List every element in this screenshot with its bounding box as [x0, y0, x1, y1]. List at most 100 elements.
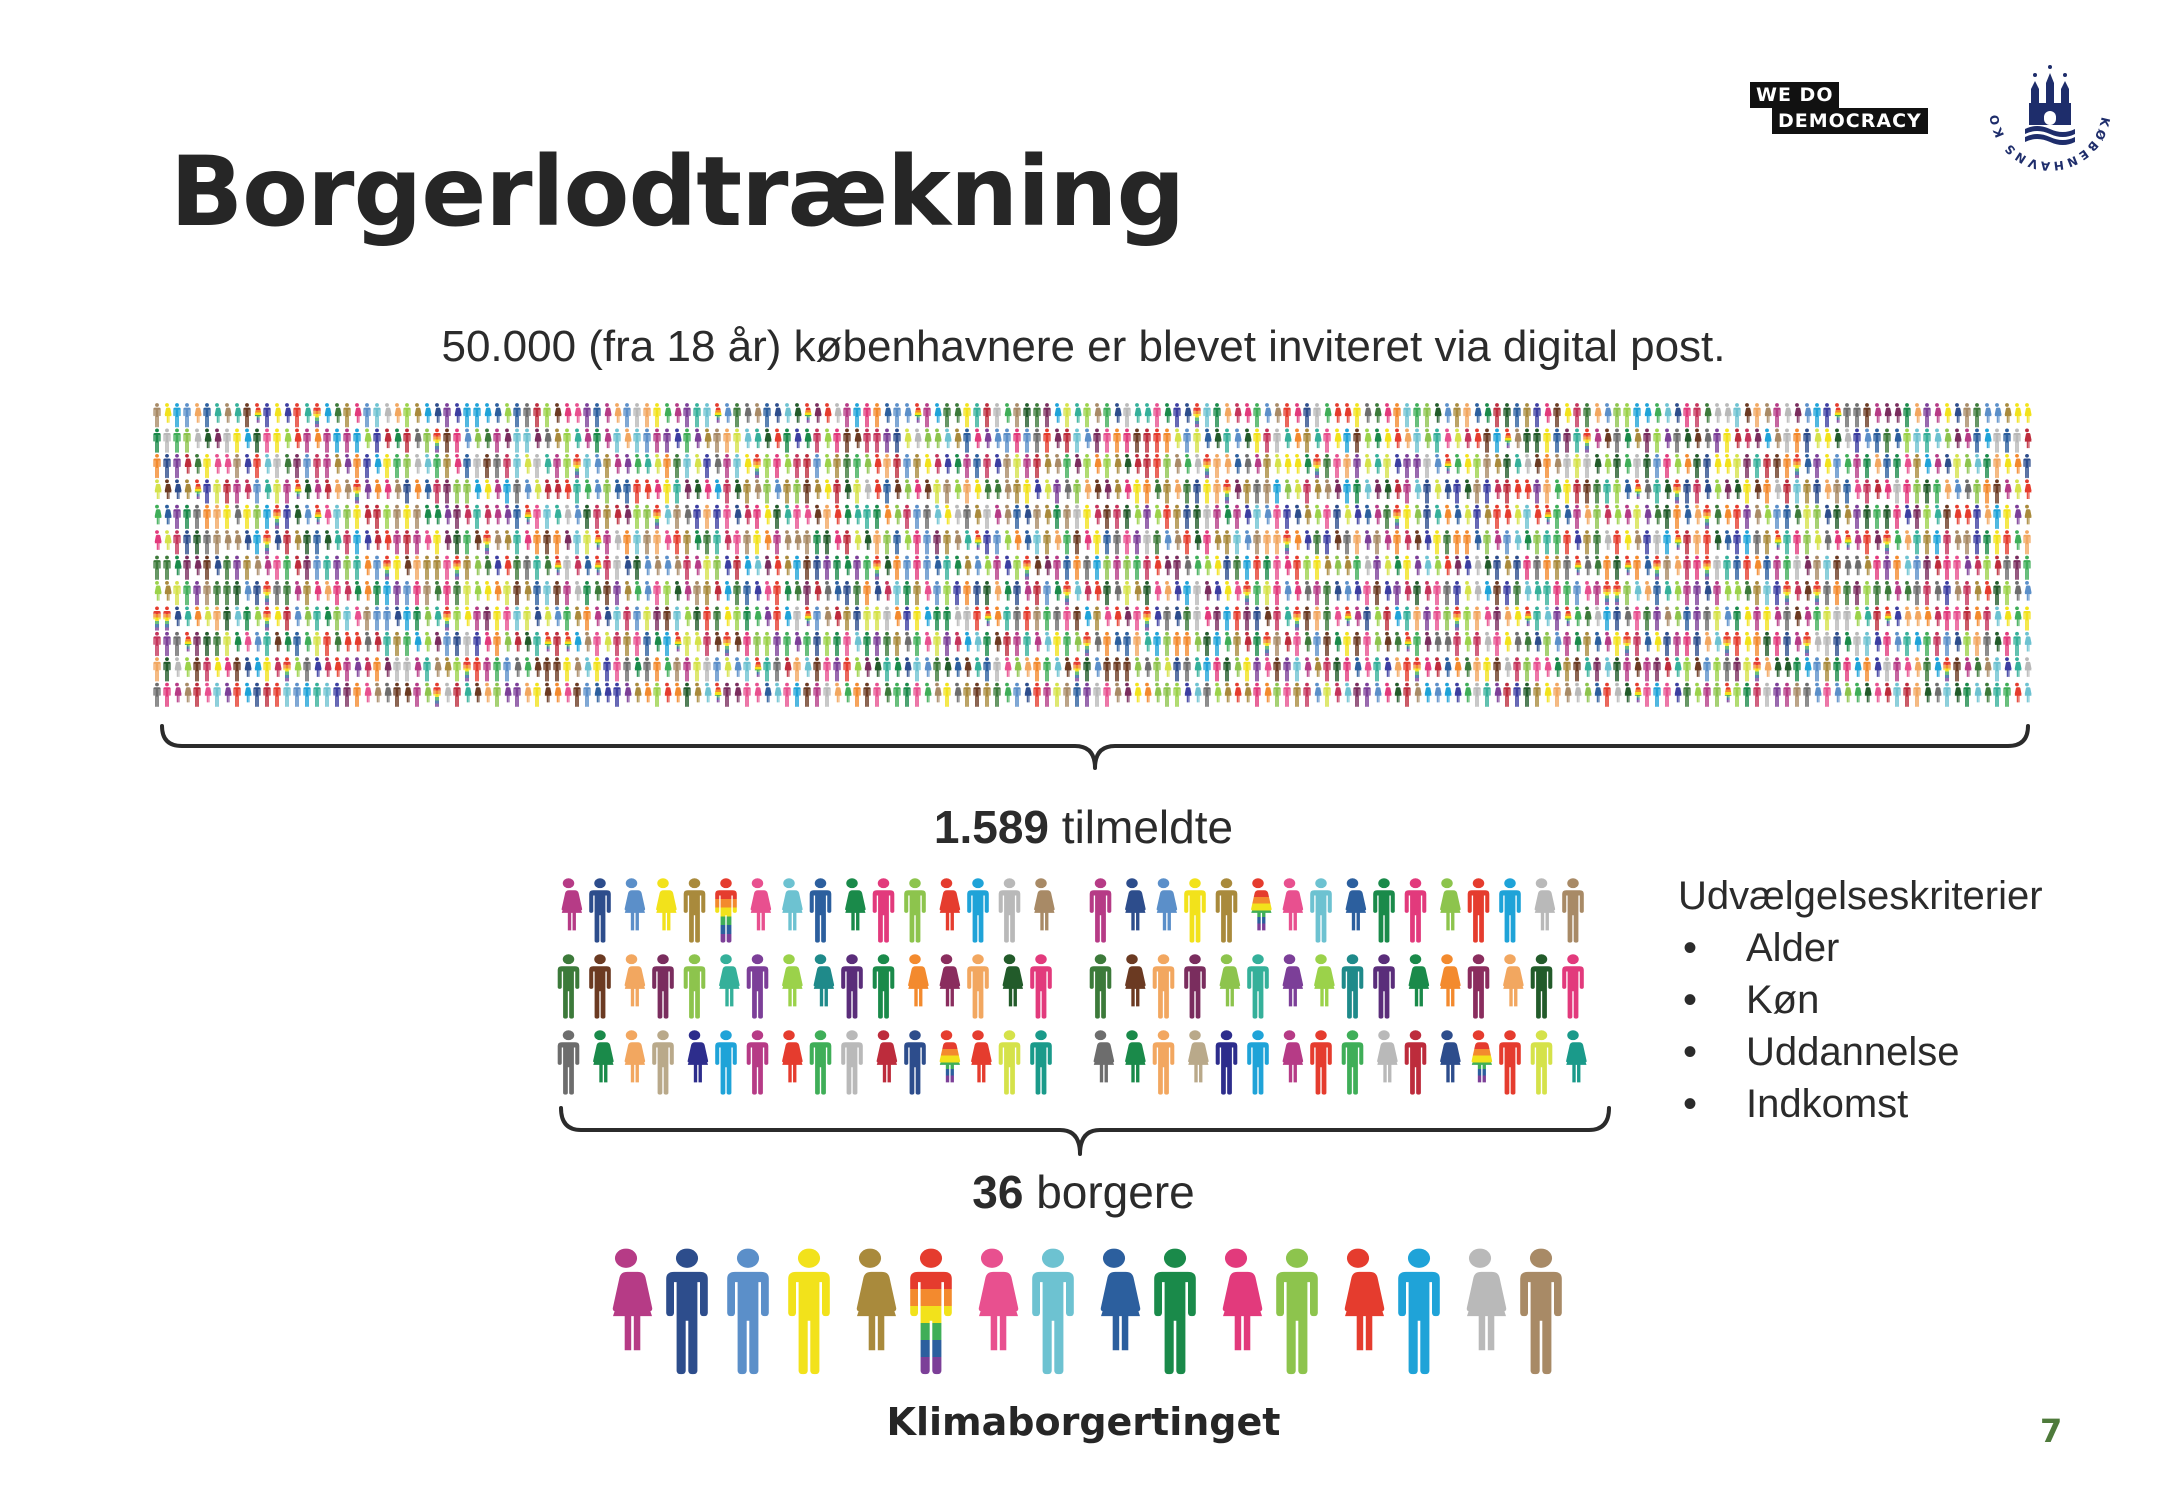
- person-icon: [1683, 682, 1691, 707]
- person-icon: [744, 555, 752, 576]
- person-icon: [2004, 606, 2012, 627]
- person-icon: [1562, 954, 1584, 1019]
- person-icon: [494, 530, 502, 550]
- person-icon: [1714, 453, 1722, 474]
- person-icon: [393, 530, 401, 555]
- person-icon: [1282, 878, 1304, 931]
- person-icon: [841, 1030, 863, 1095]
- person-icon: [1954, 403, 1962, 423]
- person-icon: [914, 403, 922, 423]
- person-icon: [1423, 403, 1431, 428]
- person-icon: [893, 555, 901, 580]
- person-icon: [1063, 581, 1071, 606]
- person-icon: [1413, 657, 1421, 682]
- person-icon: [823, 657, 831, 682]
- person-icon: [1804, 581, 1812, 601]
- person-icon: [793, 657, 801, 682]
- person-icon: [1334, 606, 1342, 627]
- person-icon: [1134, 403, 1142, 423]
- person-icon: [1264, 606, 1272, 627]
- person-icon: [1604, 657, 1612, 677]
- person-icon: [853, 682, 861, 707]
- person-icon: [224, 403, 232, 423]
- person-icon: [504, 504, 512, 525]
- person-icon: [723, 428, 731, 453]
- person-icon: [1323, 682, 1331, 707]
- person-icon: [1783, 453, 1791, 479]
- person-icon: [809, 878, 832, 943]
- person-icon: [1894, 631, 1902, 652]
- person-icon: [1983, 631, 1991, 657]
- person-icon: [1764, 504, 1772, 525]
- person-icon: [1103, 453, 1111, 479]
- person-icon: [1973, 530, 1981, 555]
- person-icon: [204, 682, 212, 703]
- person-icon: [393, 555, 401, 580]
- person-icon: [1134, 453, 1142, 474]
- person-icon: [713, 504, 721, 530]
- person-icon: [964, 631, 972, 652]
- person-icon: [1014, 657, 1022, 677]
- person-icon: [2003, 682, 2011, 707]
- person-icon: [1794, 581, 1802, 601]
- person-icon: [484, 504, 492, 525]
- person-icon: [2013, 555, 2021, 580]
- person-icon: [194, 403, 202, 423]
- person-icon: [613, 631, 621, 657]
- registered-count: 1.589 tilmeldte: [0, 800, 2167, 854]
- person-icon: [984, 479, 992, 500]
- person-icon: [1754, 479, 1762, 500]
- person-icon: [934, 555, 942, 576]
- person-icon: [998, 1030, 1021, 1095]
- person-icon: [1443, 606, 1451, 631]
- person-icon: [1533, 682, 1541, 707]
- person-icon: [563, 428, 571, 453]
- person-icon: [454, 453, 462, 474]
- person-icon: [764, 682, 772, 703]
- person-icon: [153, 453, 161, 479]
- person-icon: [723, 682, 731, 707]
- person-icon: [1113, 504, 1121, 530]
- person-icon: [1844, 428, 1852, 449]
- person-icon: [383, 555, 391, 580]
- person-icon: [774, 403, 782, 423]
- person-icon: [1304, 453, 1312, 474]
- person-icon: [1184, 403, 1192, 423]
- selected-person-icon: [1344, 1248, 1385, 1351]
- person-icon: [433, 453, 441, 479]
- person-icon: [1763, 606, 1771, 631]
- person-icon: [1473, 504, 1481, 530]
- person-icon: [1044, 479, 1052, 500]
- person-icon: [1663, 682, 1671, 707]
- person-icon: [1504, 631, 1512, 652]
- person-icon: [1234, 453, 1242, 474]
- person-icon: [1833, 504, 1841, 530]
- person-icon: [1743, 530, 1751, 555]
- person-icon: [983, 581, 991, 606]
- person-icon: [383, 606, 391, 631]
- person-icon: [713, 530, 721, 555]
- person-icon: [1093, 1030, 1115, 1083]
- person-icon: [153, 555, 161, 580]
- person-icon: [1313, 581, 1321, 606]
- person-icon: [584, 428, 592, 449]
- person-icon: [693, 657, 701, 682]
- person-icon: [1744, 606, 1752, 627]
- person-icon: [1944, 428, 1952, 449]
- person-icon: [564, 479, 572, 500]
- page-title: Borgerlodtrækning: [170, 136, 1185, 248]
- person-icon: [2003, 428, 2011, 453]
- person-icon: [1433, 428, 1441, 453]
- person-icon: [1674, 530, 1682, 550]
- person-icon: [1914, 631, 1922, 652]
- person-icon: [633, 479, 641, 504]
- logo-text-line2: DEMOCRACY: [1772, 108, 1928, 134]
- person-icon: [824, 479, 832, 500]
- person-icon: [634, 453, 642, 474]
- person-icon: [1263, 479, 1271, 504]
- person-icon: [1754, 504, 1762, 525]
- person-icon: [504, 682, 512, 703]
- person-icon: [1823, 631, 1831, 657]
- person-icon: [863, 403, 871, 428]
- person-icon: [424, 479, 432, 500]
